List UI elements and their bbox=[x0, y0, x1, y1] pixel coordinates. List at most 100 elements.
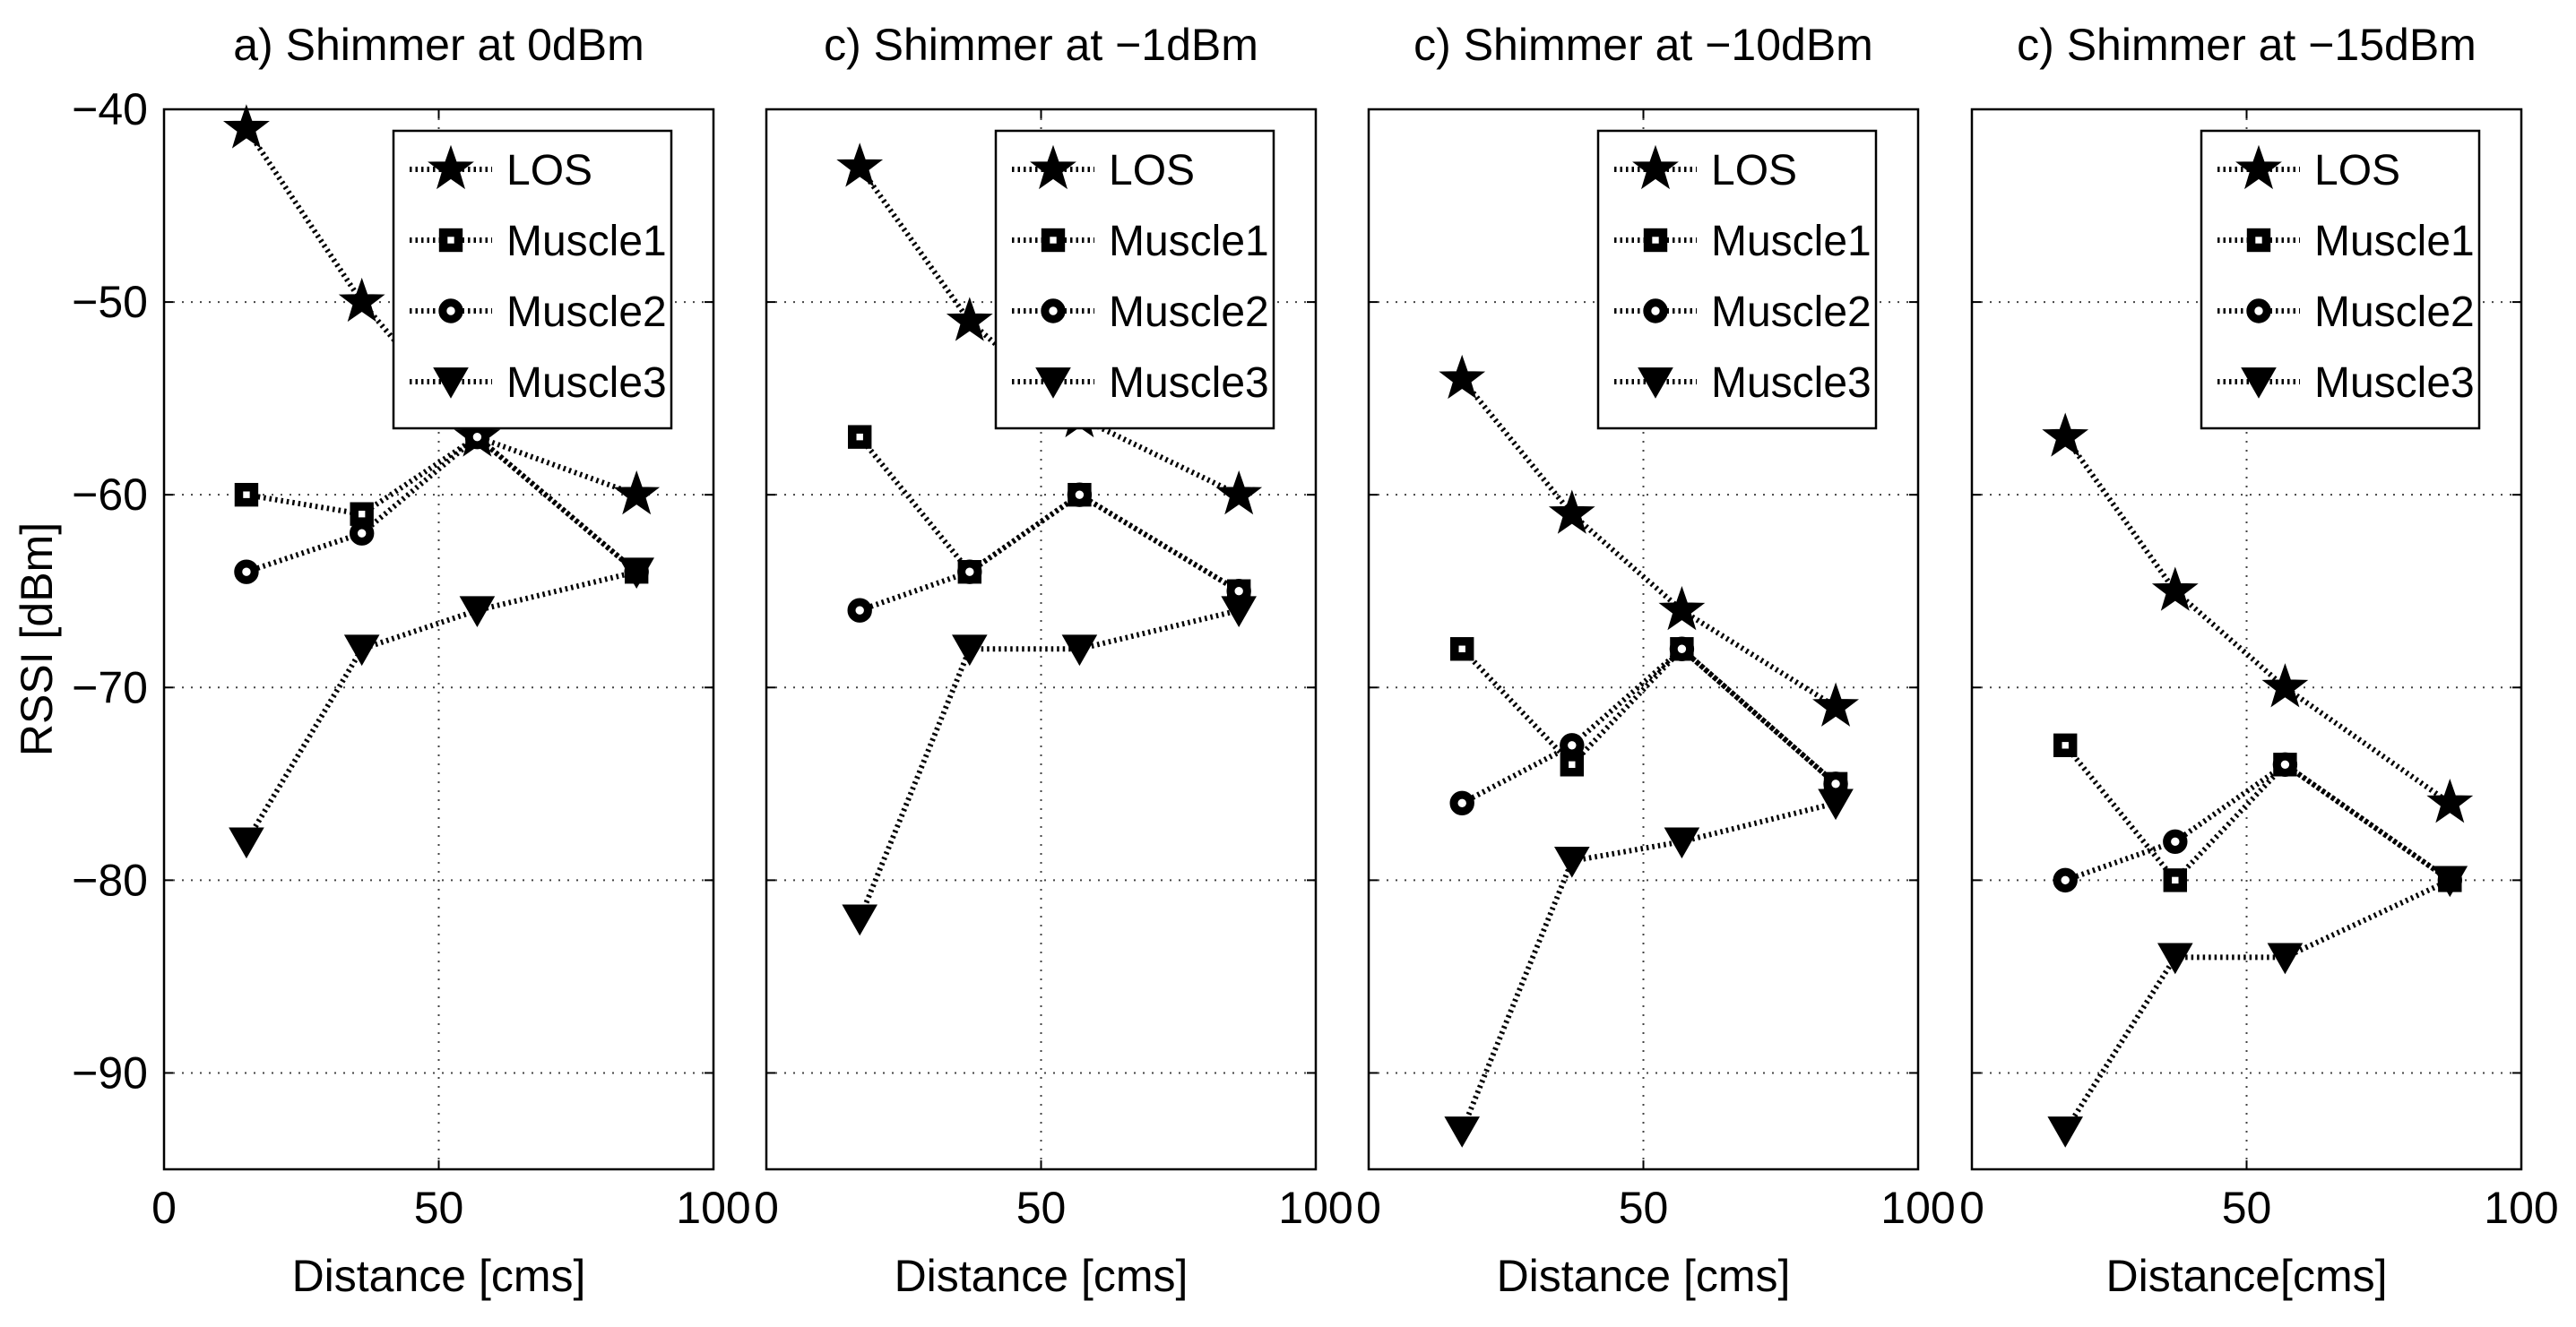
data-point-muscle3 bbox=[2047, 1116, 2084, 1148]
data-point-los bbox=[1548, 489, 1595, 534]
series-muscle1 bbox=[234, 425, 649, 584]
series-line bbox=[1460, 645, 1838, 806]
legend-marker-muscle1-center bbox=[1050, 237, 1057, 244]
series-line bbox=[1459, 800, 1837, 1133]
x-tick-label: 100 bbox=[2484, 1183, 2558, 1233]
data-point-los bbox=[2042, 412, 2089, 457]
y-tick-label: −50 bbox=[72, 277, 148, 327]
legend-label: Muscle2 bbox=[1711, 289, 1871, 336]
data-point-muscle3 bbox=[618, 557, 654, 590]
data-point-muscle3 bbox=[2267, 943, 2304, 975]
legend-marker-los bbox=[1632, 144, 1679, 190]
y-axis-label: RSSI [dBm] bbox=[12, 522, 62, 756]
legend-marker-muscle3 bbox=[1638, 367, 1673, 399]
legend-marker-muscle1-center bbox=[2255, 237, 2262, 244]
data-point-los bbox=[2426, 779, 2474, 823]
data-point-muscle2 bbox=[1449, 790, 1474, 816]
series-muscle2 bbox=[2053, 752, 2463, 893]
legend-label: Muscle2 bbox=[2314, 289, 2475, 336]
series-muscle3 bbox=[842, 596, 1257, 936]
data-point-muscle3 bbox=[343, 634, 380, 667]
chart-panel-1: −40 −50 −60 −70 −80 −90 0 50 100 a) Shimmer at 0d… bbox=[12, 20, 751, 1301]
data-point-muscle1-center bbox=[1569, 761, 1576, 769]
series-line bbox=[2062, 877, 2451, 1133]
legend-label: LOS bbox=[2314, 147, 2400, 194]
series-muscle2 bbox=[847, 482, 1251, 623]
data-point-muscle1-center bbox=[856, 433, 863, 441]
data-point-muscle2 bbox=[2163, 829, 2188, 855]
data-point-muscle2 bbox=[349, 521, 375, 546]
data-point-muscle1-center bbox=[243, 491, 250, 498]
data-point-muscle1-center bbox=[2172, 876, 2179, 884]
data-point-muscle3 bbox=[229, 827, 264, 859]
x-tick-label: 50 bbox=[1016, 1183, 1067, 1233]
legend-marker-muscle2 bbox=[438, 298, 463, 323]
data-point-muscle3 bbox=[1664, 827, 1700, 859]
data-point-muscle1 bbox=[350, 502, 374, 526]
data-point-muscle3 bbox=[2432, 866, 2468, 898]
legend: LOS Muscle1 Muscle2 Muscle3 bbox=[2200, 129, 2481, 430]
series-los bbox=[1439, 354, 1860, 727]
x-tick-label: 50 bbox=[1619, 1183, 1669, 1233]
legend-label: Muscle3 bbox=[1109, 359, 1269, 407]
chart-title: a) Shimmer at 0dBm bbox=[233, 20, 644, 70]
x-tick-label: 0 bbox=[1959, 1183, 1984, 1233]
series-line bbox=[859, 491, 1240, 614]
legend-marker-muscle1 bbox=[438, 228, 463, 253]
chart-title: c) Shimmer at −10dBm bbox=[1413, 20, 1873, 70]
y-tick-label: −70 bbox=[72, 662, 148, 712]
legend-marker-muscle2 bbox=[1041, 298, 1066, 323]
series-line bbox=[246, 433, 639, 574]
legend-label: Muscle2 bbox=[1109, 289, 1269, 336]
data-point-muscle1 bbox=[2163, 868, 2188, 892]
y-tick-label: −40 bbox=[72, 84, 148, 134]
series-muscle2 bbox=[1449, 636, 1848, 816]
legend-label: Muscle1 bbox=[1109, 218, 1269, 265]
x-tick-label: 0 bbox=[1356, 1183, 1381, 1233]
x-axis-label: Distance [cms] bbox=[895, 1251, 1189, 1301]
legend-label: Muscle3 bbox=[2314, 359, 2475, 407]
data-point-los bbox=[1658, 585, 1706, 631]
series-line bbox=[2064, 761, 2452, 883]
chart-panel-4: 0 50 100 c) Shimmer at −15dBm Distance[cms] L… bbox=[1959, 20, 2559, 1301]
chart-title: c) Shimmer at −1dBm bbox=[824, 20, 1258, 70]
chart-panel-3: 0 50 100 c) Shimmer at −10dBm Distance [cms]… bbox=[1356, 20, 1956, 1301]
chart-title: c) Shimmer at −15dBm bbox=[2017, 20, 2477, 70]
data-point-muscle3 bbox=[1444, 1116, 1481, 1148]
legend: LOS Muscle1 Muscle2 Muscle3 bbox=[1596, 129, 1878, 430]
legend-marker-muscle3 bbox=[1035, 367, 1071, 399]
legend-marker-muscle1-center bbox=[447, 237, 454, 244]
data-point-muscle3 bbox=[1061, 634, 1098, 667]
series-muscle1 bbox=[2053, 733, 2462, 892]
data-point-los bbox=[2151, 566, 2199, 611]
data-point-muscle3 bbox=[459, 596, 496, 628]
x-tick-label: 0 bbox=[151, 1183, 177, 1233]
data-point-muscle3 bbox=[1818, 788, 1854, 821]
data-point-muscle2 bbox=[847, 598, 872, 623]
legend-label: Muscle1 bbox=[506, 218, 667, 265]
data-point-los bbox=[1439, 354, 1486, 400]
series-muscle3 bbox=[2047, 866, 2468, 1148]
data-point-muscle2 bbox=[2053, 867, 2078, 893]
series-los bbox=[2042, 412, 2474, 823]
data-point-muscle1 bbox=[848, 425, 872, 449]
data-point-muscle2 bbox=[1560, 733, 1585, 758]
y-tick-label: −60 bbox=[72, 470, 148, 520]
legend-label: Muscle3 bbox=[506, 359, 667, 407]
legend-label: LOS bbox=[506, 147, 592, 194]
data-point-los bbox=[836, 142, 884, 187]
legend-marker-los bbox=[428, 144, 474, 190]
data-point-los bbox=[1812, 682, 1860, 727]
data-point-muscle2 bbox=[2272, 752, 2298, 778]
data-point-los bbox=[946, 297, 993, 341]
data-point-muscle1 bbox=[234, 482, 259, 507]
x-tick-label: 100 bbox=[1880, 1183, 1955, 1233]
x-axis-label: Distance[cms] bbox=[2106, 1251, 2388, 1301]
x-axis-label: Distance [cms] bbox=[292, 1251, 586, 1301]
legend-marker-muscle1 bbox=[2246, 228, 2271, 253]
series-muscle1 bbox=[848, 425, 1251, 603]
legend-label: LOS bbox=[1109, 147, 1195, 194]
y-tick-label: −80 bbox=[72, 855, 148, 905]
y-tick-label: −90 bbox=[72, 1047, 148, 1098]
